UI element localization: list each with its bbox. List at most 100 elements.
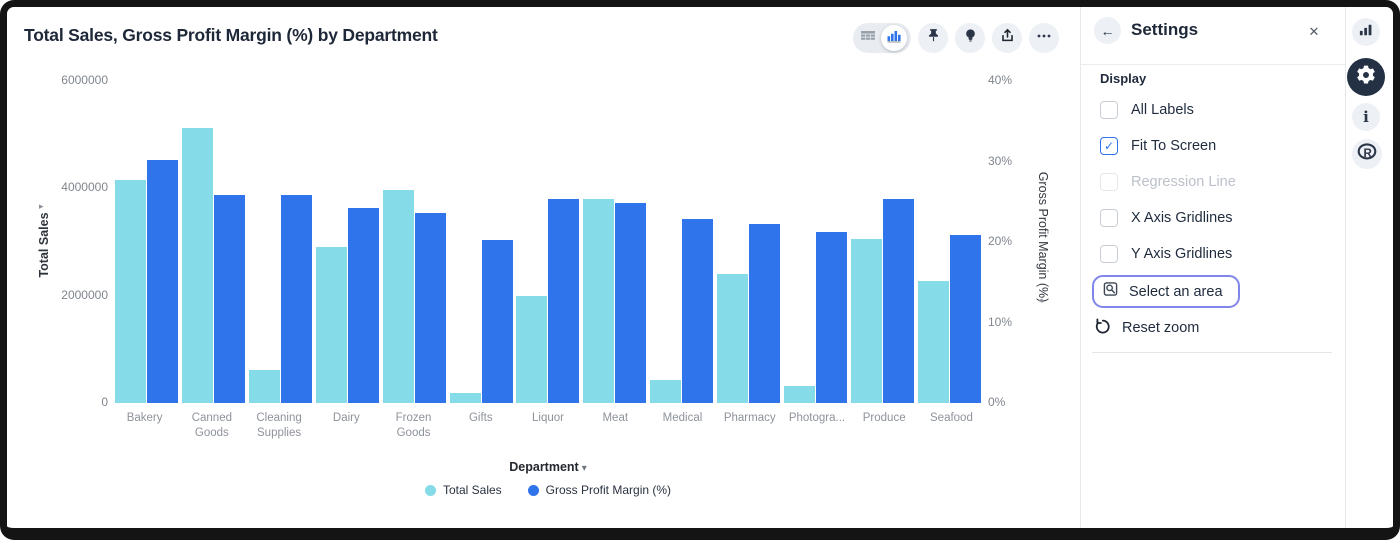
display-option-all-labels[interactable]: All Labels — [1100, 92, 1335, 128]
gross-profit-margin-bar[interactable] — [749, 223, 781, 403]
rail-chart-button[interactable] — [1352, 18, 1380, 46]
page-title: Total Sales, Gross Profit Margin (%) by … — [24, 25, 438, 45]
gross-profit-margin-bar[interactable] — [816, 232, 848, 403]
total-sales-bar[interactable] — [583, 199, 615, 403]
total-sales-bar[interactable] — [650, 379, 682, 403]
x-axis-title-dropdown[interactable]: Department ▾ — [115, 460, 981, 474]
reset-zoom-label: Reset zoom — [1122, 320, 1200, 336]
panel-divider — [1080, 7, 1081, 528]
info-icon: i — [1363, 108, 1369, 126]
x-axis-labels: Bakery Canned Goods Cleaning Supplies Dairy… — [111, 411, 985, 441]
rail-info-button[interactable]: i — [1352, 103, 1380, 131]
y-axis-tick-right: 0% — [988, 395, 1006, 409]
bar-group-dairy — [315, 81, 379, 403]
total-sales-bar[interactable] — [917, 281, 949, 403]
chart-panel-icon — [1359, 23, 1373, 42]
gross-profit-margin-bar[interactable] — [882, 199, 914, 403]
checkbox-icon[interactable] — [1100, 173, 1118, 191]
checkbox-icon[interactable] — [1100, 101, 1118, 119]
legend-dot-icon — [424, 484, 436, 496]
x-axis-label: Pharmacy — [723, 412, 776, 424]
y-axis-title-left[interactable]: Total Sales — [37, 212, 51, 278]
total-sales-bar[interactable] — [784, 385, 816, 403]
left-axis-sort-icon[interactable]: ▸ — [39, 201, 44, 211]
rail-r-language-button[interactable]: R — [1352, 139, 1382, 169]
display-option-regression-line[interactable]: Regression Line — [1100, 164, 1335, 200]
settings-section-divider — [1092, 352, 1332, 353]
total-sales-bar[interactable] — [248, 370, 280, 403]
gross-profit-margin-bar[interactable] — [213, 194, 245, 403]
checkbox-icon[interactable] — [1100, 209, 1118, 227]
reset-zoom-button[interactable]: Reset zoom — [1094, 315, 1199, 341]
y-axis-tick-left: 0 — [101, 395, 108, 409]
gross-profit-margin-bar[interactable] — [682, 218, 714, 403]
gross-profit-margin-bar[interactable] — [548, 198, 580, 403]
display-options-list: All Labels ✓ Fit To Screen Regression Line X… — [1100, 92, 1335, 272]
y-axis-title-right[interactable]: Gross Profit Margin (%) — [1036, 171, 1050, 303]
total-sales-bar[interactable] — [516, 295, 548, 403]
legend-dot-icon — [527, 484, 539, 496]
gross-profit-margin-bar[interactable] — [347, 208, 379, 403]
y-axis-tick-right: 10% — [988, 314, 1013, 329]
x-axis-label: Frozen Goods — [395, 412, 432, 439]
rail-settings-button[interactable] — [1347, 58, 1385, 96]
x-axis-label: Dairy — [332, 412, 360, 424]
r-logo-icon: R — [1357, 142, 1377, 167]
legend-item[interactable]: Gross Profit Margin (%) — [527, 483, 672, 497]
legend-item[interactable]: Total Sales — [424, 483, 502, 497]
select-area-label: Select an area — [1129, 283, 1223, 300]
display-option-label: Regression Line — [1131, 174, 1236, 190]
settings-close-button[interactable]: ✕ — [1303, 21, 1325, 43]
y-axis-tick-left: 4000000 — [61, 180, 108, 195]
select-area-button[interactable]: Select an area — [1092, 275, 1240, 308]
checkbox-checked-icon[interactable]: ✓ — [1100, 137, 1118, 155]
gross-profit-margin-bar[interactable] — [615, 203, 647, 403]
total-sales-bar[interactable] — [181, 127, 213, 403]
chart-legend: Total Sales Gross Profit Margin (%) — [115, 483, 981, 497]
bar-group-canned-goods — [181, 81, 245, 403]
legend-label: Gross Profit Margin (%) — [545, 483, 672, 497]
total-sales-bar[interactable] — [717, 274, 749, 403]
bar-group-cleaning-supplies — [248, 81, 312, 403]
gear-icon — [1355, 64, 1377, 91]
total-sales-bar[interactable] — [115, 180, 146, 403]
x-axis-label: Cleaning Supplies — [256, 412, 302, 439]
x-axis-label: Canned Goods — [191, 412, 232, 439]
chart-view-button[interactable] — [881, 25, 907, 51]
checkbox-icon[interactable] — [1100, 245, 1118, 263]
display-option-fit-to-screen[interactable]: ✓ Fit To Screen — [1100, 128, 1335, 164]
settings-header-divider — [1081, 64, 1345, 65]
gross-profit-margin-bar[interactable] — [147, 159, 178, 403]
display-option-x-axis-gridlines[interactable]: X Axis Gridlines — [1100, 200, 1335, 236]
display-option-y-axis-gridlines[interactable]: Y Axis Gridlines — [1100, 236, 1335, 272]
gross-profit-margin-bar[interactable] — [280, 195, 312, 403]
back-arrow-icon: ← — [1100, 22, 1115, 39]
gross-profit-margin-bar[interactable] — [481, 240, 513, 403]
x-axis-label: Seafood — [930, 412, 973, 424]
bar-group-produce — [850, 81, 914, 403]
y-axis-tick-right: 30% — [988, 153, 1013, 168]
total-sales-bar[interactable] — [382, 189, 414, 403]
y-axis-tick-left: 6000000 — [61, 73, 108, 87]
x-axis-label: Meat — [602, 412, 629, 424]
x-axis-label: Medical — [662, 412, 703, 424]
insights-button[interactable] — [955, 23, 985, 53]
view-toggle — [853, 23, 911, 53]
gross-profit-margin-bar[interactable] — [414, 213, 446, 403]
ellipsis-icon — [1036, 28, 1052, 49]
right-axis-sort-icon[interactable]: ◂ — [1038, 295, 1043, 305]
export-button[interactable] — [992, 23, 1022, 53]
share-export-icon — [1000, 28, 1015, 48]
y-axis-tick-left: 2000000 — [61, 287, 108, 302]
more-options-button[interactable] — [1029, 23, 1059, 53]
x-axis-title: Department — [509, 460, 579, 474]
total-sales-bar[interactable] — [315, 247, 347, 403]
total-sales-bar[interactable] — [449, 393, 481, 403]
bar-group-seafood — [917, 81, 981, 403]
total-sales-bar[interactable] — [850, 239, 882, 403]
table-view-button[interactable] — [855, 25, 881, 51]
plot-area — [115, 81, 981, 403]
gross-profit-margin-bar[interactable] — [949, 234, 981, 403]
settings-back-button[interactable]: ← — [1094, 17, 1121, 44]
pin-button[interactable] — [918, 23, 948, 53]
